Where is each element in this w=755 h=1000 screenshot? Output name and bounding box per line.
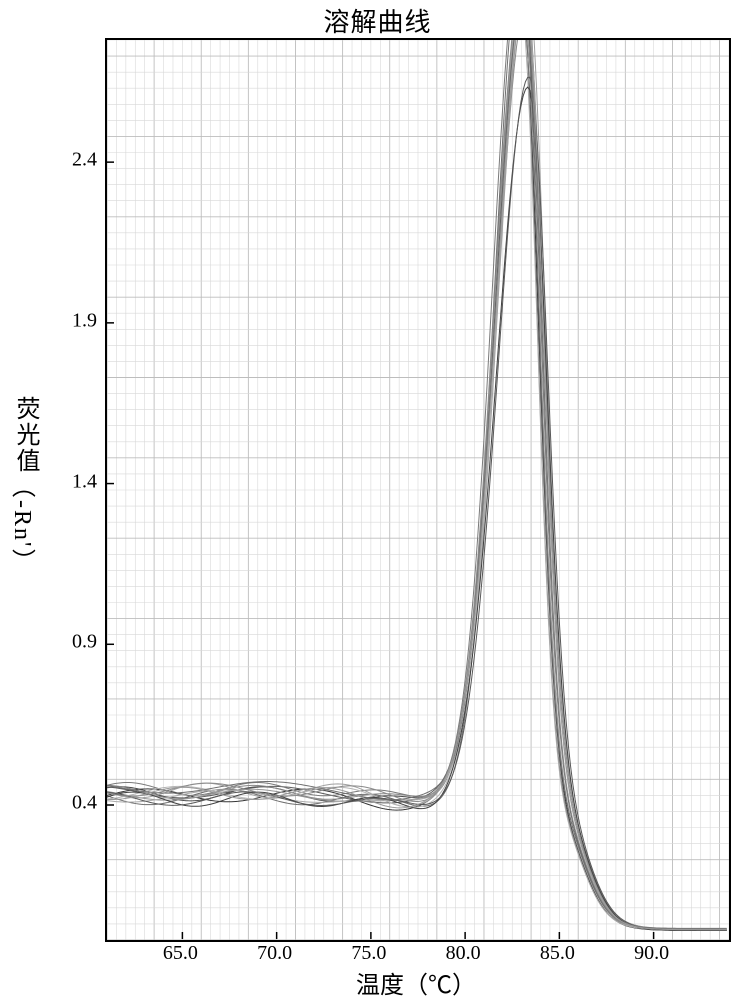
plot-area <box>105 38 731 942</box>
chart-svg <box>107 40 729 940</box>
x-tick-label: 80.0 <box>446 942 481 965</box>
x-tick-label: 85.0 <box>540 942 575 965</box>
x-axis-label: 温度（℃） <box>105 965 727 1000</box>
melt-curve <box>107 40 727 929</box>
y-axis-label-main: 荧光值 <box>8 396 43 474</box>
y-tick-label: 1.9 <box>0 309 97 332</box>
y-tick-label: 1.4 <box>0 470 97 493</box>
y-tick-label: 2.4 <box>0 149 97 172</box>
x-tick-label: 90.0 <box>634 942 669 965</box>
x-tick-label: 70.0 <box>257 942 292 965</box>
y-tick-label: 0.4 <box>0 792 97 815</box>
x-tick-label: 65.0 <box>163 942 198 965</box>
x-tick-label: 75.0 <box>351 942 386 965</box>
chart-title: 溶解曲线 <box>0 2 755 39</box>
y-tick-label: 0.9 <box>0 631 97 654</box>
